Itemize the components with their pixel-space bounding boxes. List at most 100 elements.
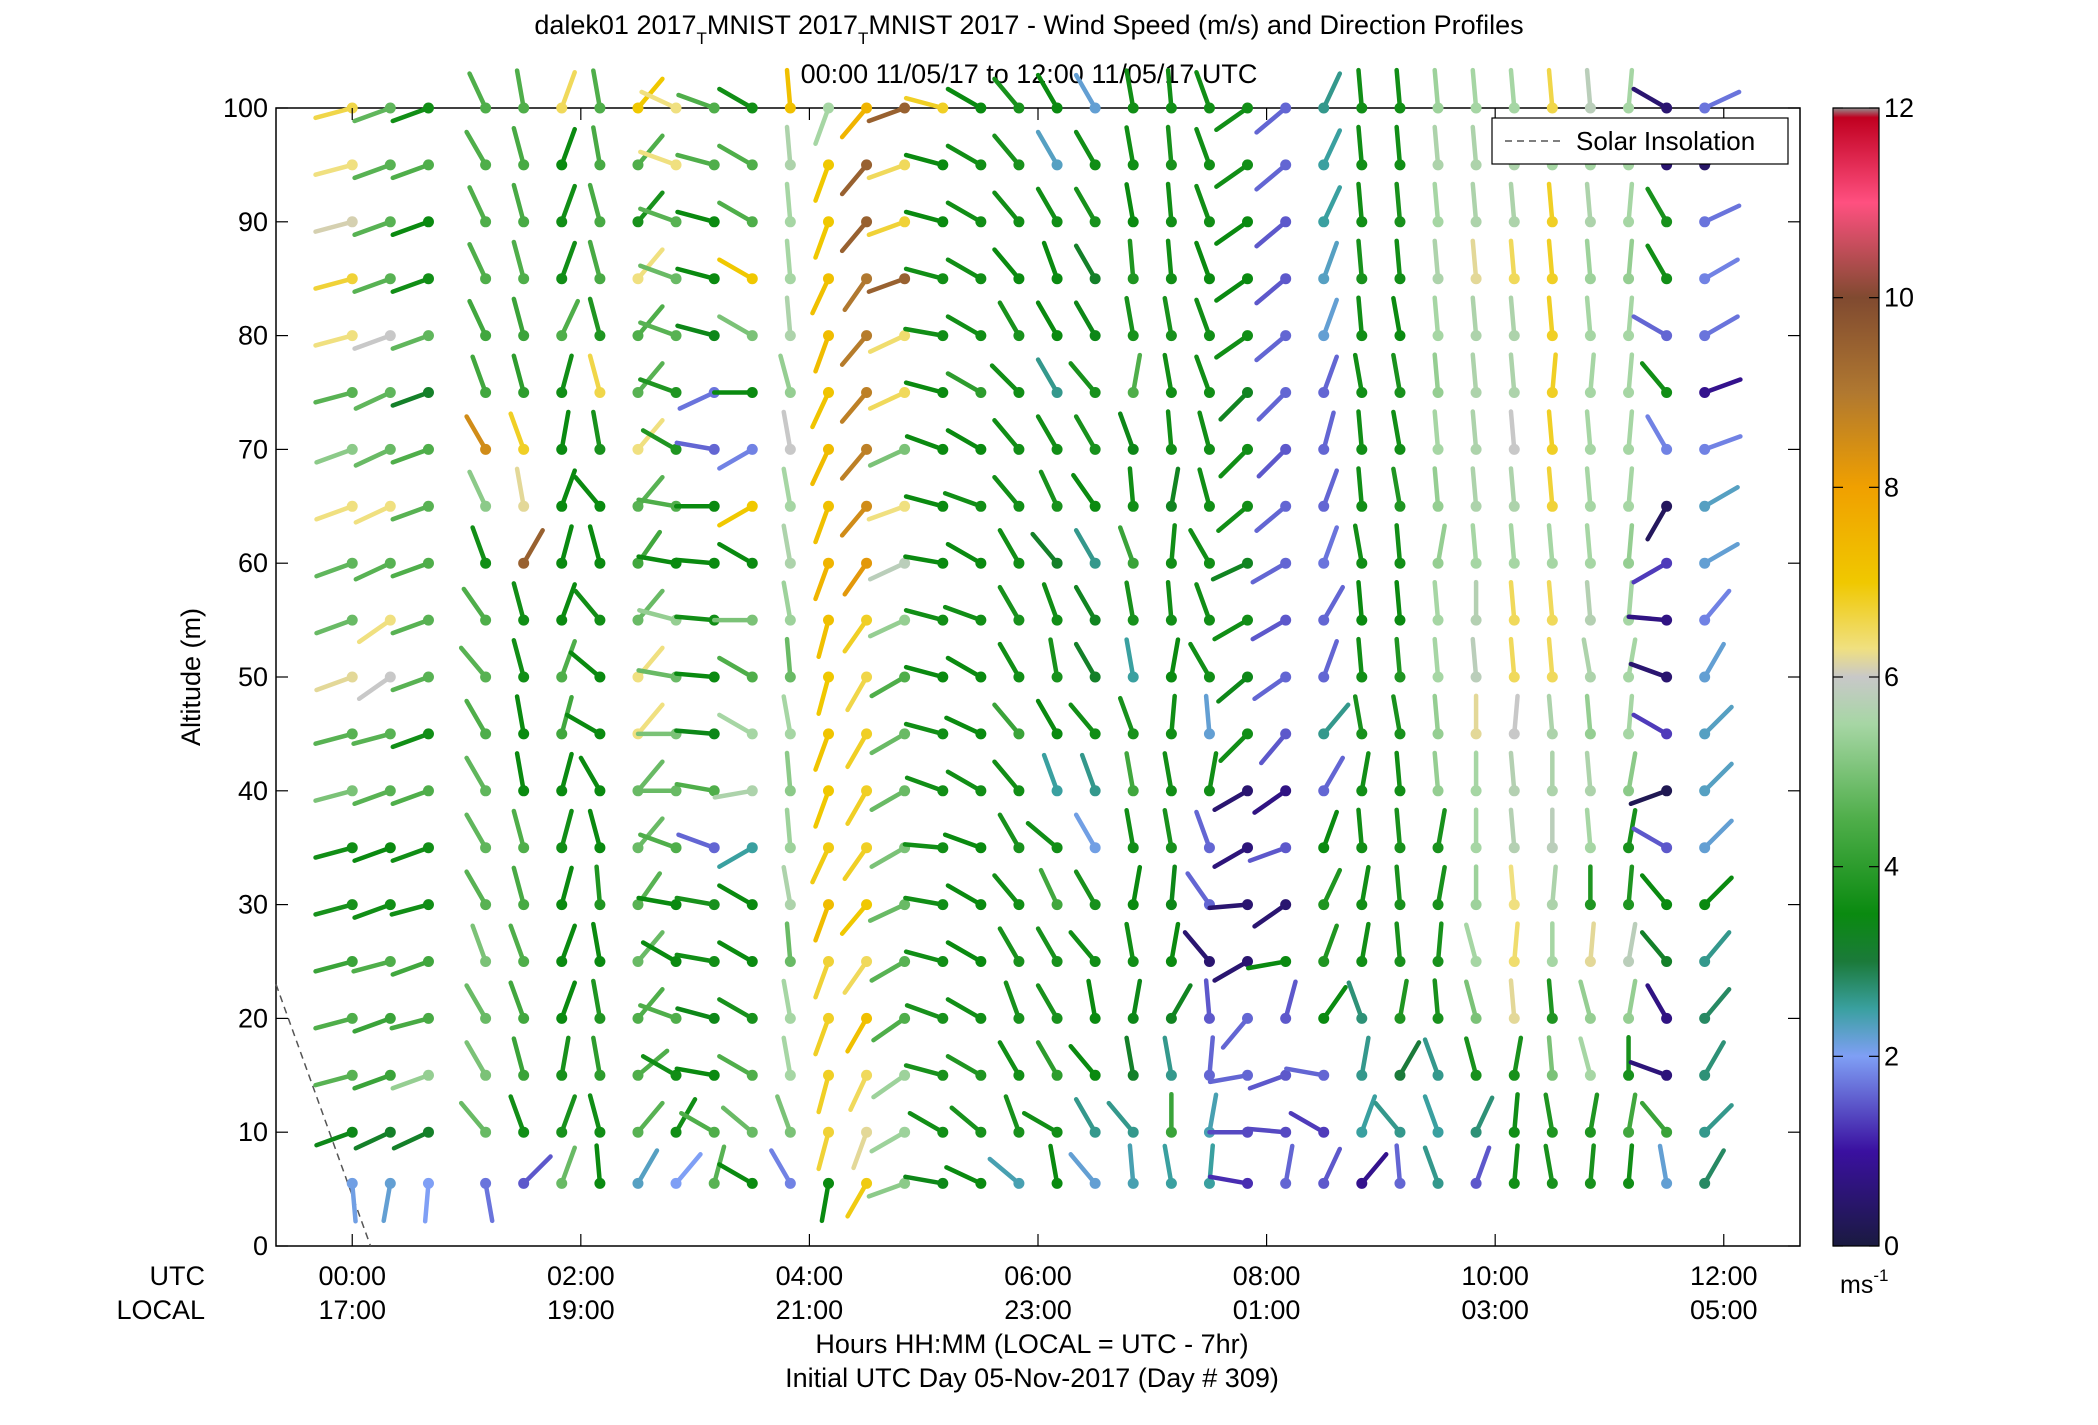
wind-barb-dot xyxy=(861,330,873,342)
wind-barb xyxy=(1508,1143,1520,1189)
wind-barb xyxy=(1318,755,1345,797)
wind-barb xyxy=(352,273,396,294)
wind-barb-dot xyxy=(556,557,568,569)
wind-barb-stick xyxy=(1645,186,1669,225)
wind-barb xyxy=(784,636,796,683)
wind-barb-dot xyxy=(1280,443,1292,455)
wind-barb-stick xyxy=(1626,238,1635,281)
wind-barb-dot xyxy=(746,443,758,455)
wind-barb xyxy=(1623,523,1635,569)
wind-barb-stick xyxy=(1543,1092,1555,1135)
chart-title: dalek01 2017TMNIST 2017TMNIST 2017 - Win… xyxy=(534,10,1523,48)
wind-barb-stick xyxy=(1035,186,1060,225)
wind-barb-stick xyxy=(1169,466,1181,509)
wind-barb xyxy=(1068,1043,1101,1081)
wind-barb-stick xyxy=(781,694,793,737)
wind-barb-dot xyxy=(822,1177,834,1189)
wind-barb-stick xyxy=(816,1073,831,1115)
wind-barb xyxy=(717,257,758,285)
wind-barb-dot xyxy=(1470,956,1482,967)
wind-barb-dot xyxy=(861,273,873,285)
wind-barb xyxy=(632,361,665,398)
colorbar-tick-label: 10 xyxy=(1884,283,1914,313)
x-tick-label-utc: 10:00 xyxy=(1461,1261,1529,1291)
wind-barb-dot xyxy=(1127,102,1139,114)
wind-barb xyxy=(945,541,987,569)
wind-barb-dot xyxy=(480,557,492,569)
wind-barb-dot xyxy=(1470,614,1482,626)
wind-barb-dot xyxy=(1356,443,1368,455)
wind-barb xyxy=(781,864,796,911)
wind-barb xyxy=(902,842,949,854)
wind-barb xyxy=(1699,1103,1734,1138)
wind-barb-stick xyxy=(1003,1094,1022,1135)
wind-barb-dot xyxy=(1127,1012,1139,1024)
wind-barb xyxy=(1394,864,1406,911)
wind-barb-dot xyxy=(1356,785,1368,797)
wind-barb xyxy=(640,1054,682,1081)
wind-barb-dot xyxy=(670,1069,682,1081)
wind-barb-dot xyxy=(1394,387,1406,398)
wind-barb-dot xyxy=(937,1012,949,1024)
wind-barb-dot xyxy=(1089,159,1101,171)
wind-barb xyxy=(313,956,358,974)
wind-barb-stick xyxy=(1432,409,1441,452)
wind-barb xyxy=(1165,921,1181,967)
wind-barb-stick xyxy=(1162,352,1174,395)
wind-barb xyxy=(1422,1037,1444,1081)
wind-barb-dot xyxy=(1661,671,1673,683)
wind-barb xyxy=(1432,67,1444,114)
wind-barb-stick xyxy=(1214,105,1250,133)
wind-barb xyxy=(1041,752,1063,797)
wind-barb xyxy=(997,528,1025,569)
wind-barb xyxy=(356,614,396,645)
wind-barb-dot xyxy=(422,899,434,911)
wind-barb-dot xyxy=(1432,956,1444,967)
wind-barb-stick xyxy=(845,731,869,770)
wind-barb xyxy=(866,159,911,181)
wind-barb xyxy=(1073,1097,1101,1138)
wind-barb xyxy=(464,812,492,854)
wind-barb-stick xyxy=(635,247,665,281)
wind-barb-stick xyxy=(640,428,679,452)
wind-barb-dot xyxy=(1699,671,1711,683)
wind-barb-stick xyxy=(390,390,431,408)
wind-barb-stick xyxy=(1394,523,1403,566)
wind-barb-dot xyxy=(746,614,758,626)
wind-barb-dot xyxy=(1432,443,1444,455)
wind-barb-dot xyxy=(346,273,358,285)
wind-barb-stick xyxy=(1626,67,1635,111)
wind-barb-stick xyxy=(1702,761,1734,794)
wind-barb xyxy=(674,557,720,569)
wind-barb-dot xyxy=(1051,899,1063,911)
wind-barb-dot xyxy=(1661,500,1673,512)
wind-barb xyxy=(992,474,1025,512)
wind-barb xyxy=(1470,181,1482,228)
wind-barb-stick xyxy=(568,650,603,680)
wind-barb-dot xyxy=(822,273,834,285)
wind-barb-dot xyxy=(1089,899,1101,911)
wind-barb-stick xyxy=(1321,354,1339,395)
wind-barb-stick xyxy=(1194,126,1212,168)
wind-barb-dot xyxy=(384,159,396,171)
wind-barb-dot xyxy=(1242,728,1254,740)
wind-barb-dot xyxy=(1089,387,1101,398)
wind-barb-dot xyxy=(1699,899,1711,911)
wind-barb-dot xyxy=(1280,1012,1292,1024)
wind-barb xyxy=(1645,186,1673,228)
wind-barb-stick xyxy=(674,440,717,452)
wind-barb-dot xyxy=(822,785,834,797)
wind-barb xyxy=(1030,531,1063,569)
wind-barb xyxy=(1216,671,1254,704)
wind-barb xyxy=(511,808,530,854)
wind-barb-dot xyxy=(822,728,834,740)
wind-barb-stick xyxy=(1283,979,1298,1021)
wind-barb xyxy=(1432,124,1444,171)
wind-barb-stick xyxy=(353,504,393,525)
wind-barb-dot xyxy=(1089,1069,1101,1081)
wind-barb-dot xyxy=(1661,443,1673,455)
wind-barb xyxy=(1356,181,1368,228)
wind-barb-stick xyxy=(511,1036,526,1078)
wind-barb xyxy=(1699,434,1743,455)
wind-barb-dot xyxy=(346,557,358,569)
